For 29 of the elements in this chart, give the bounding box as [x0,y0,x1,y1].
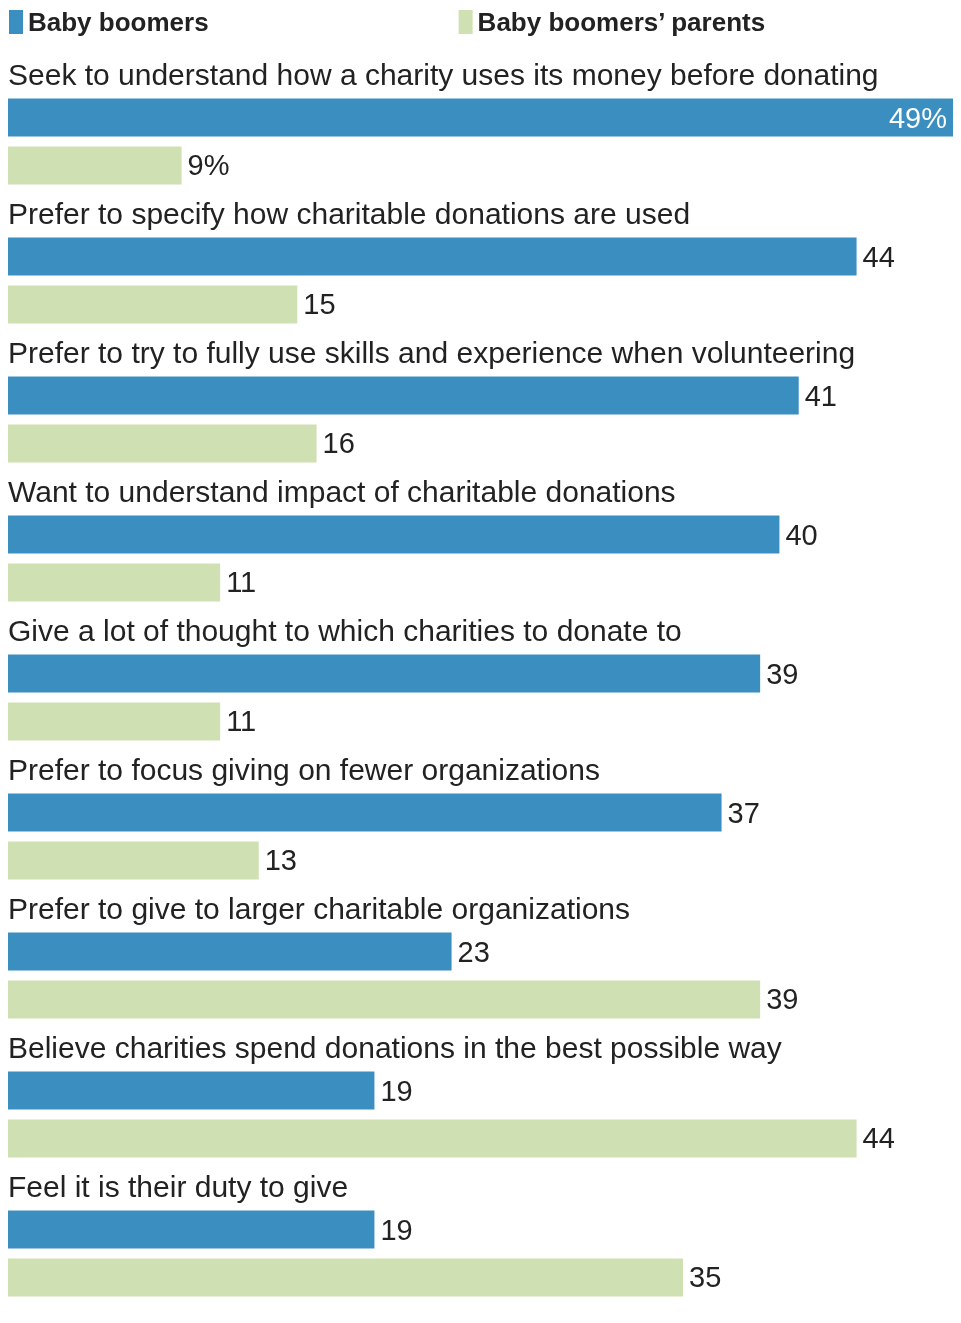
data-label: 16 [322,427,355,460]
y-tick-label: Feel it is their duty to give [8,1170,349,1203]
data-label: 39 [766,983,799,1016]
data-label: 39 [766,657,799,690]
data-label: 15 [303,288,336,321]
data-label: 35 [689,1261,722,1294]
data-label: 11 [226,566,257,599]
data-label: 11 [226,705,257,738]
y-tick-label: Prefer to focus giving on fewer organizations [8,753,600,786]
data-label: 19 [380,1074,413,1107]
y-tick-label: Seek to understand how a charity uses its money before donating [8,58,879,91]
y-tick-label: Prefer to give to larger charitable organizations [8,892,631,925]
y-tick-label: Prefer to specify how charitable donations are used [8,197,691,230]
y-tick-label: Prefer to try to fully use skills and experience when volunteering [8,336,856,369]
data-label: 40 [785,518,818,551]
data-label: 41 [804,379,837,412]
data-label: 9% [187,149,230,182]
legend-label: Baby boomers’ parents [477,7,766,37]
legend-label: Baby boomers [28,7,209,37]
y-tick-label: Give a lot of thought to which charities to donate to [8,614,682,647]
y-tick-label: Want to understand impact of charitable donations [8,475,676,508]
data-label: 44 [862,1122,895,1155]
data-label: 23 [457,935,490,968]
data-label: 44 [862,240,895,273]
data-label: 13 [264,844,297,877]
data-label: 49% [888,101,947,134]
data-label: 19 [380,1213,413,1246]
data-label: 37 [727,796,760,829]
y-tick-label: Believe charities spend donations in the best possible way [8,1031,782,1064]
